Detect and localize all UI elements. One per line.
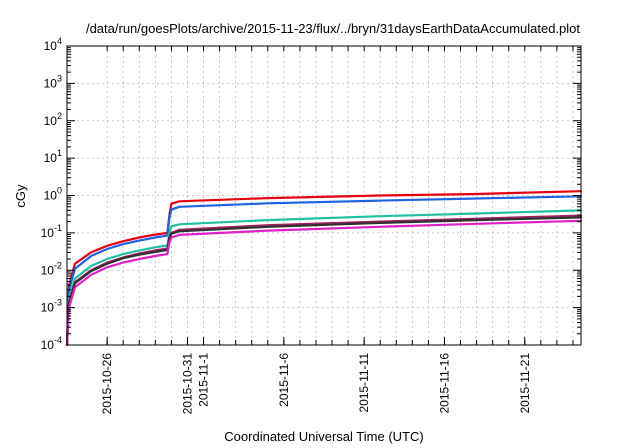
y-tick-label: 10-4 <box>41 335 62 352</box>
series-line-3 <box>65 209 583 347</box>
series-line-6 <box>65 219 583 347</box>
y-tick-label: 100 <box>44 186 62 203</box>
x-tick-labels: 2015-10-26 2015-10-31 2015-11-1 2015-11-6 20… <box>100 353 532 415</box>
chart-title: /data/run/goesPlots/archive/2015-11-23/f… <box>86 21 580 36</box>
x-axis-label: Coordinated Universal Time (UTC) <box>224 429 423 444</box>
x-tick-label: 2015-11-6 <box>277 353 291 407</box>
y-tick-label: 104 <box>44 36 62 53</box>
y-tick-label: 10-2 <box>41 260 62 277</box>
y-tick-label: 103 <box>44 73 62 90</box>
x-tick-label: 2015-10-31 <box>180 353 194 415</box>
series-line-2 <box>65 195 583 347</box>
series-lines <box>65 190 583 347</box>
y-axis-label: cGy <box>13 184 28 208</box>
axis-ticks <box>67 45 581 346</box>
x-tick-label: 2015-11-11 <box>357 353 371 413</box>
y-tick-label: 10-3 <box>41 298 62 315</box>
series-line-1 <box>65 190 583 347</box>
x-tick-label: 2015-11-16 <box>437 353 451 414</box>
y-tick-labels: 10-4 10-3 10-2 10-1 100 101 102 103 104 <box>41 36 62 352</box>
series-line-4 <box>65 214 583 347</box>
grid-lines <box>67 45 581 346</box>
y-tick-label: 102 <box>44 111 62 128</box>
y-tick-label: 101 <box>44 148 62 165</box>
y-tick-label: 10-1 <box>41 223 62 240</box>
x-tick-label: 2015-11-21 <box>518 353 532 414</box>
series-line-5 <box>65 216 583 347</box>
x-tick-label: 2015-11-1 <box>197 353 211 407</box>
x-tick-label: 2015-10-26 <box>100 353 114 415</box>
